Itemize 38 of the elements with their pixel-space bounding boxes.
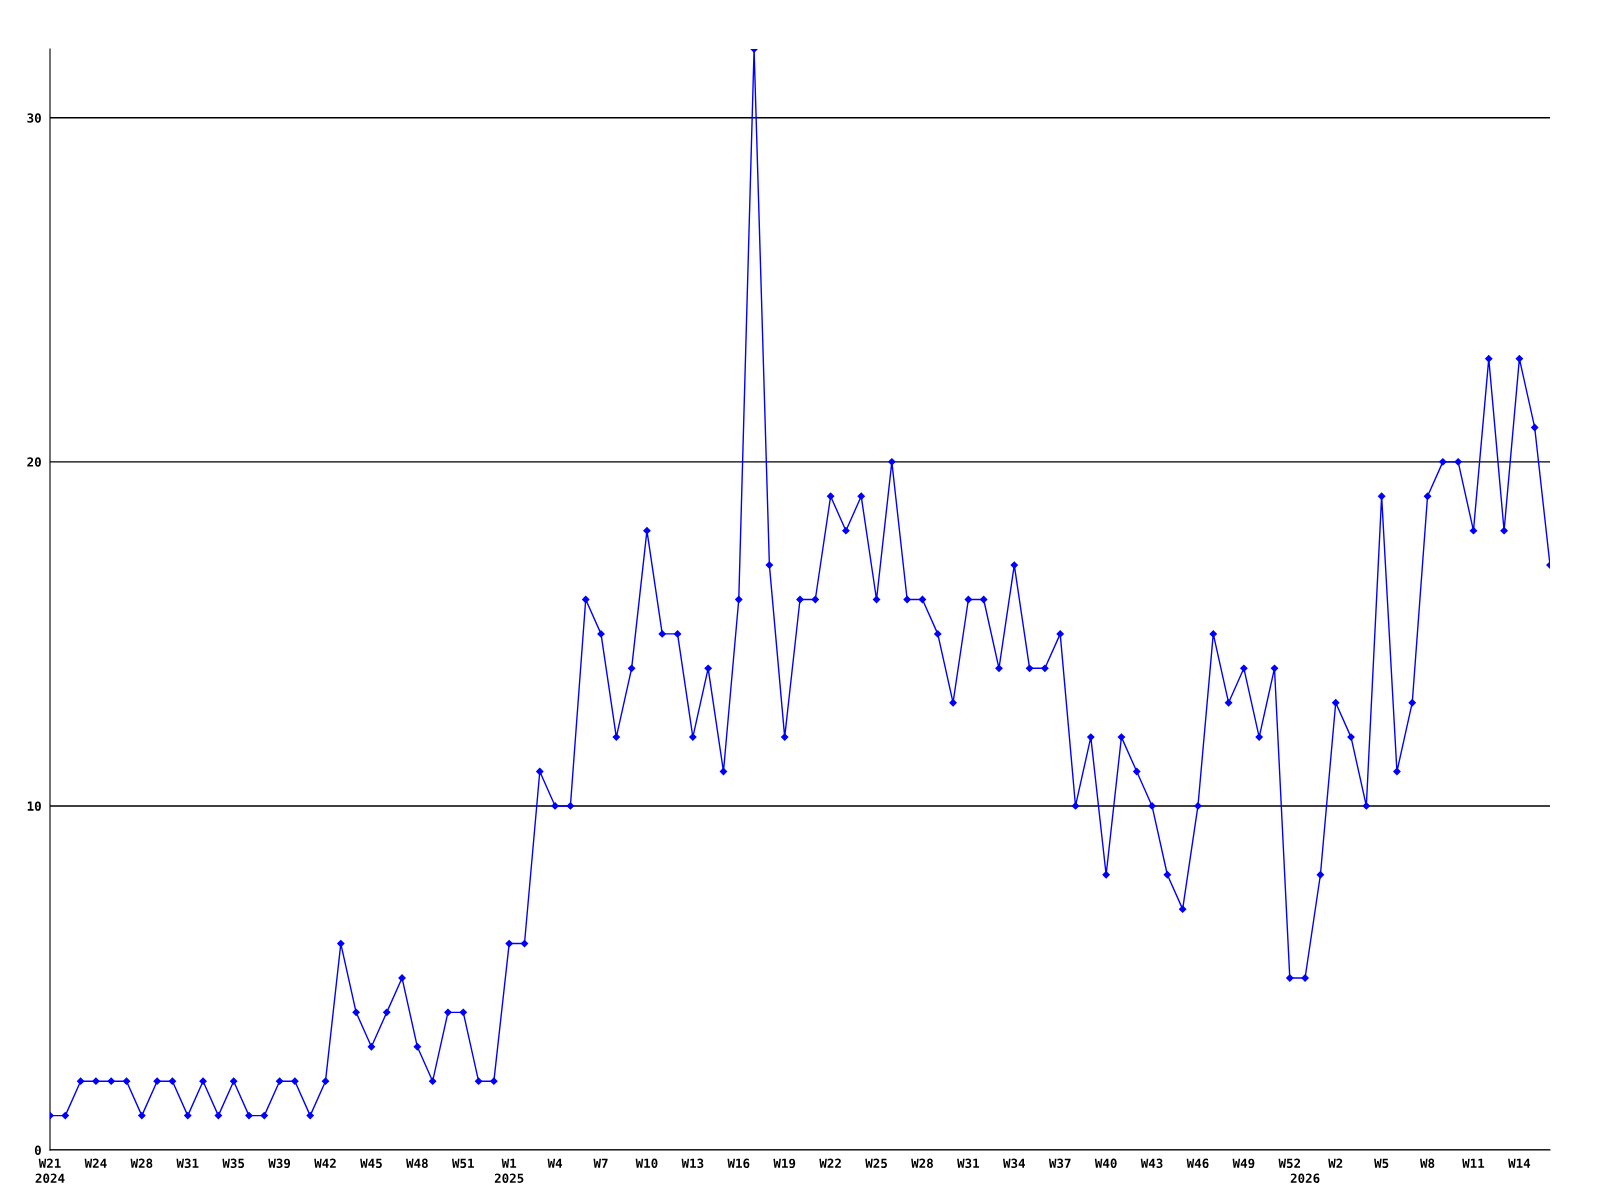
y-tick-label: 30	[27, 113, 41, 123]
x-tick-label: W14	[1508, 1158, 1531, 1168]
x-tick-label: W21 2024	[35, 1158, 65, 1183]
x-tick-label: W11	[1462, 1158, 1485, 1168]
x-tick-label: W28	[130, 1158, 153, 1169]
x-tick-label: W46	[1186, 1158, 1209, 1169]
y-tick-label: 0	[34, 1145, 41, 1155]
x-tick-label: W31	[957, 1158, 980, 1169]
x-tick-label: W5	[1374, 1158, 1389, 1169]
x-tick-label: 2026	[1290, 1173, 1320, 1183]
x-tick-label: W2	[1328, 1158, 1343, 1168]
x-tick-label: W25	[865, 1158, 887, 1169]
x-tick-label: W28	[911, 1158, 933, 1169]
x-tick-label: W34	[1003, 1158, 1026, 1169]
x-tick-label: W42	[314, 1158, 336, 1168]
y-tick-label: 10	[27, 801, 41, 811]
x-tick-label: W8	[1420, 1158, 1435, 1169]
x-tick-label: W22	[819, 1158, 841, 1168]
x-tick-label: W48	[406, 1158, 428, 1169]
x-tick-label: W52	[1278, 1158, 1301, 1169]
x-tick-label: W19	[773, 1158, 796, 1169]
x-tick-label: W37	[1048, 1158, 1071, 1169]
x-tick-label: W43	[1140, 1158, 1163, 1169]
x-tick-label: W35	[222, 1158, 245, 1169]
x-tick-label: W7	[593, 1158, 608, 1168]
y-tick-label: 20	[27, 457, 41, 467]
x-tick-label: W16	[727, 1158, 750, 1169]
x-tick-label: W31	[176, 1158, 199, 1169]
x-tick-label: W10	[635, 1158, 658, 1169]
x-tick-label: W45	[360, 1158, 382, 1169]
x-tick-label: W49	[1232, 1158, 1255, 1169]
x-tick-label: W51	[451, 1158, 474, 1169]
x-tick-label: W40	[1094, 1158, 1117, 1169]
x-tick-label: W39	[268, 1158, 291, 1169]
x-tick-label: W13	[681, 1158, 704, 1169]
x-tick-label: W1 2025	[494, 1158, 524, 1183]
x-tick-label: W24	[84, 1158, 107, 1168]
x-tick-label: W4	[547, 1158, 563, 1168]
